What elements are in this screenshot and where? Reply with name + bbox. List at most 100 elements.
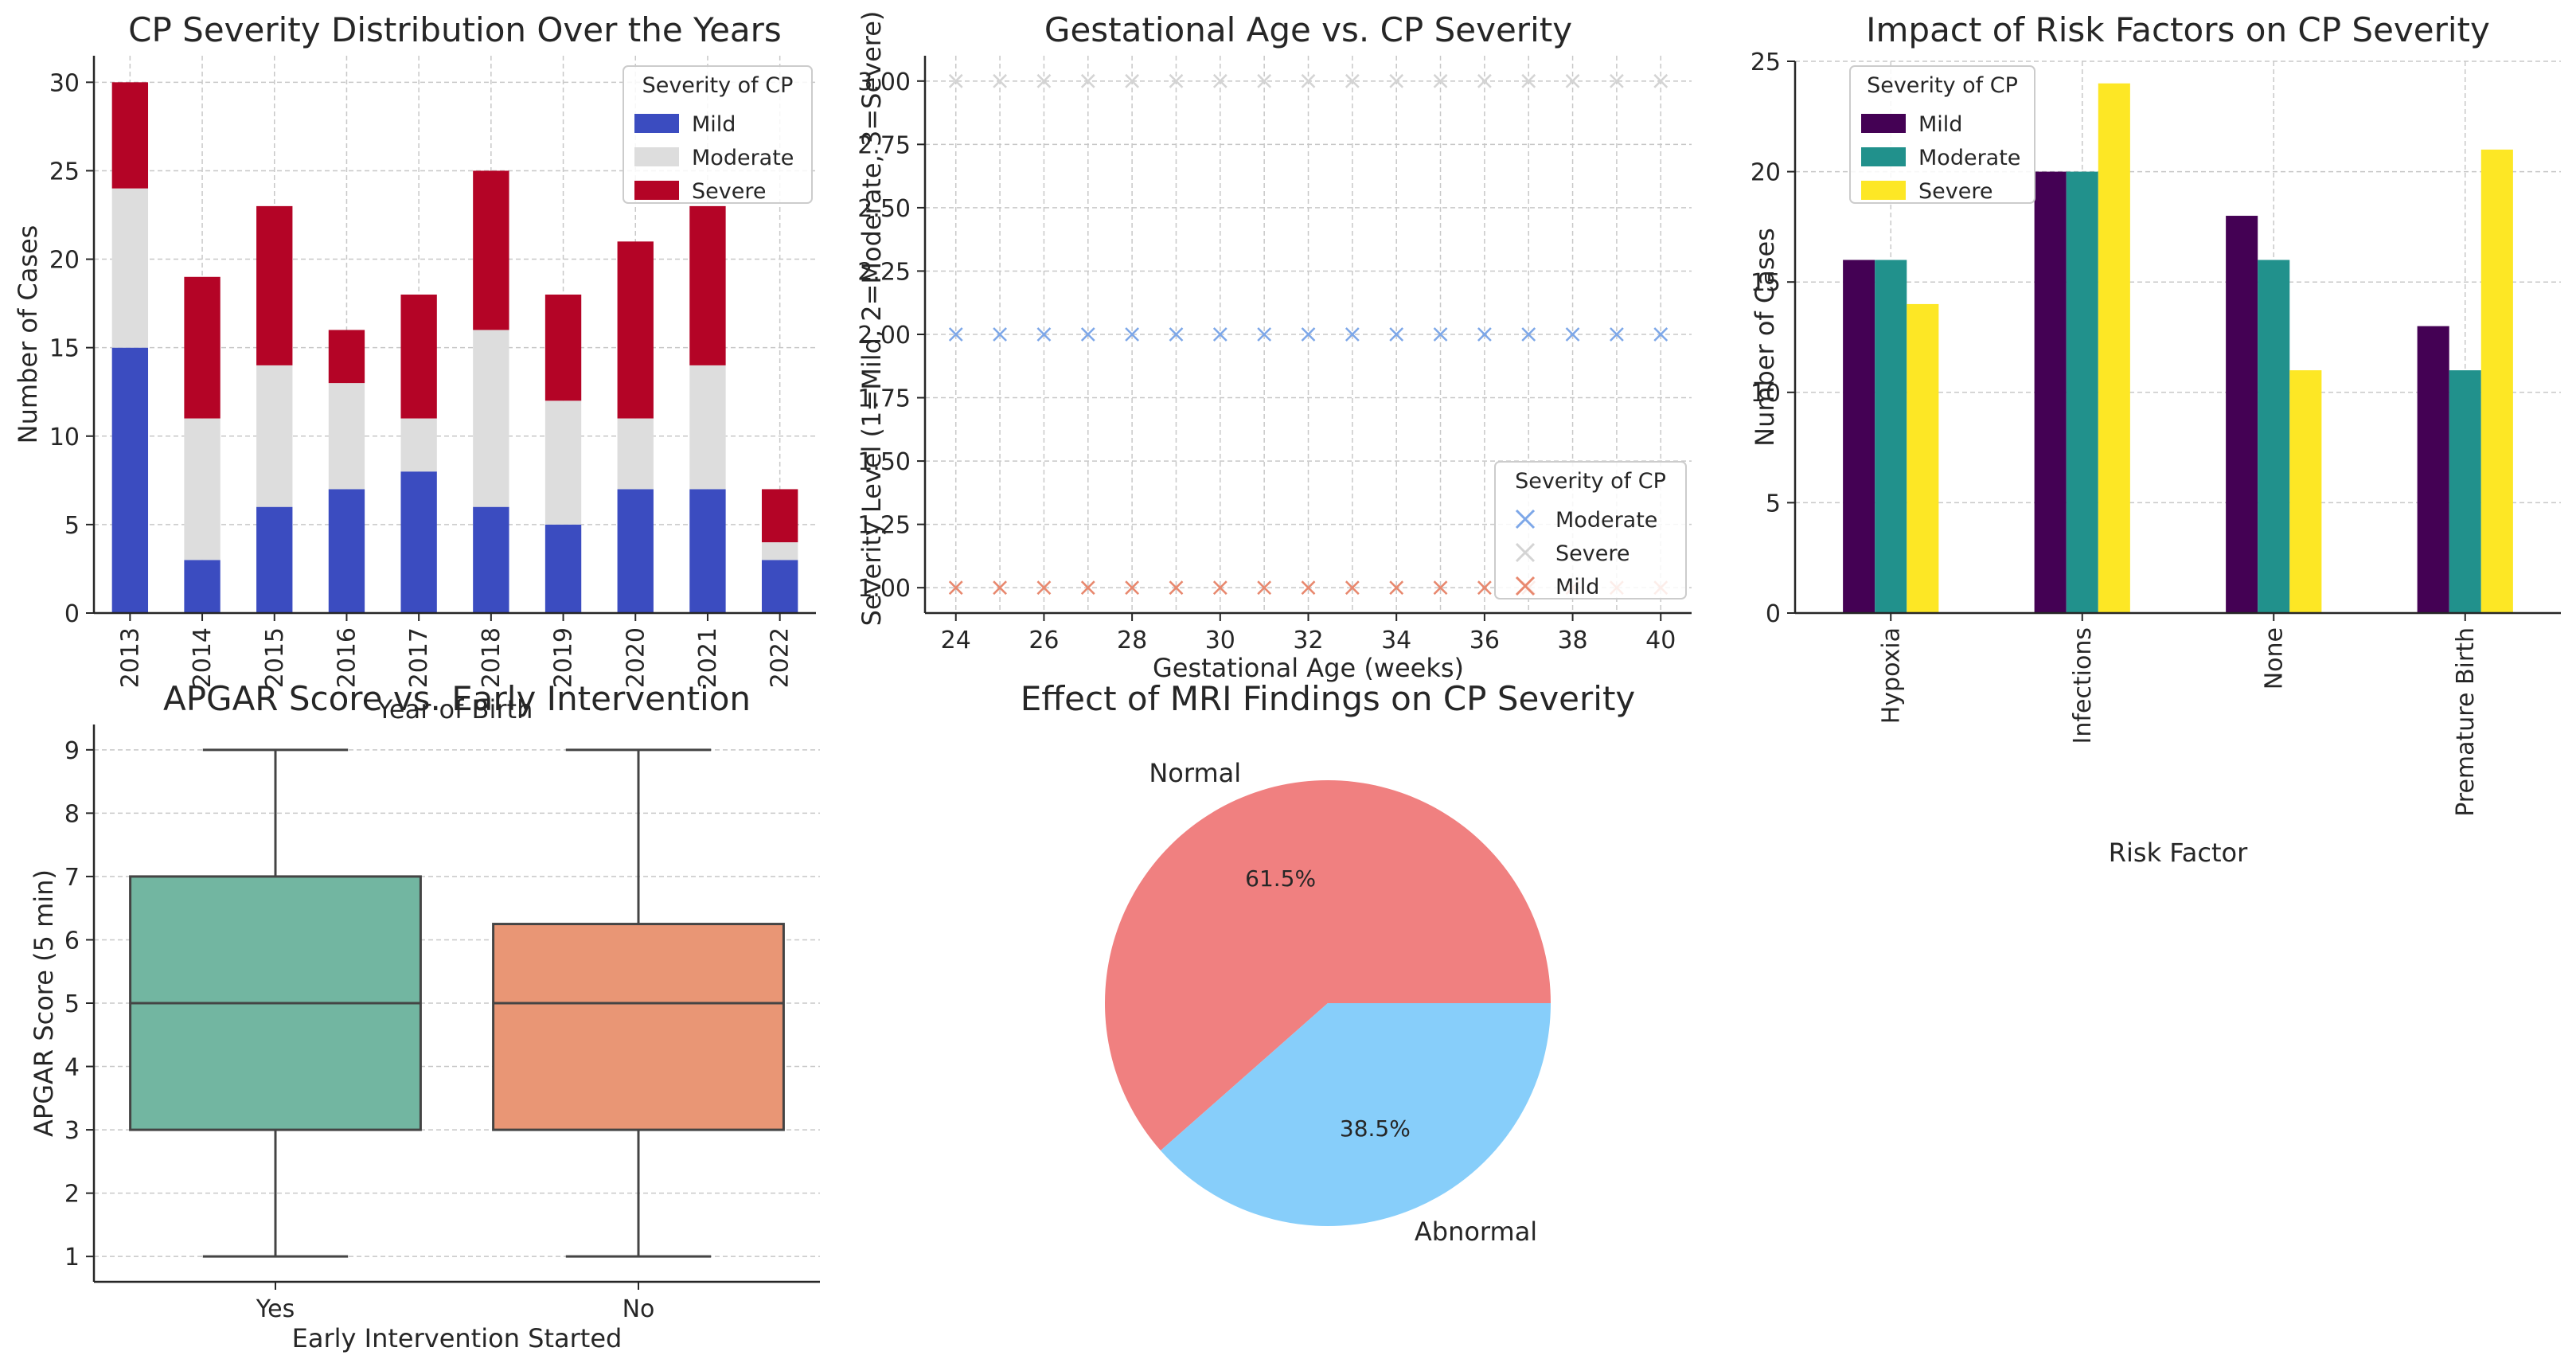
bar-mild-2020 <box>617 489 654 613</box>
bar-severe-2015 <box>256 205 293 365</box>
bar-moderate-2018 <box>473 330 509 507</box>
y-tick-label: 5 <box>64 512 80 540</box>
x-tick-label: 40 <box>1645 627 1676 654</box>
x-tick-label: 2022 <box>767 627 794 688</box>
point-mild <box>1125 580 1140 596</box>
point-mild <box>993 580 1007 596</box>
bar-moderate-premature-birth <box>2449 370 2481 613</box>
y-tick-label: 7 <box>64 864 80 892</box>
bar-mild-2019 <box>544 524 582 613</box>
point-mild <box>1036 580 1052 596</box>
bar-moderate-2017 <box>400 418 437 472</box>
point-mild <box>1301 580 1316 596</box>
y-tick-label: 5 <box>64 990 80 1018</box>
point-moderate <box>1389 327 1404 342</box>
bar-severe-2019 <box>544 295 582 401</box>
point-severe <box>1610 73 1624 88</box>
point-mild <box>1345 580 1360 596</box>
point-severe <box>1169 73 1184 88</box>
y-tick-label: 10 <box>1751 380 1781 408</box>
point-severe <box>1521 73 1536 88</box>
y-tick-label: 15 <box>49 335 80 363</box>
y-tick-label: 25 <box>49 158 80 186</box>
box-body <box>492 923 785 1131</box>
point-severe <box>1389 73 1404 88</box>
point-severe <box>993 73 1007 88</box>
point-moderate <box>1521 327 1536 342</box>
bar-severe-2022 <box>761 489 798 543</box>
bar-moderate-2013 <box>111 188 149 348</box>
y-tick-label: 10 <box>49 424 80 451</box>
bar-severe-2020 <box>617 241 654 419</box>
point-moderate <box>1653 327 1669 342</box>
x-tick-label: 30 <box>1205 627 1235 654</box>
legend-label: Severe <box>1918 179 1992 204</box>
legend-label: Moderate <box>1918 146 2020 170</box>
point-moderate <box>1080 327 1095 342</box>
y-tick-label: 2.50 <box>857 195 911 223</box>
x-tick-label: No <box>623 1295 655 1323</box>
y-tick-label: 20 <box>1751 159 1781 187</box>
pie-slice-normal <box>1105 780 1551 1151</box>
bar-severe-2017 <box>400 295 437 419</box>
x-tick-label: 2014 <box>189 627 217 688</box>
bar-mild-infections <box>2034 171 2067 614</box>
point-severe <box>1257 73 1272 88</box>
legend-scatter-frame <box>1494 461 1687 600</box>
point-severe <box>1433 73 1448 88</box>
bar-mild-2013 <box>111 347 149 613</box>
point-moderate <box>948 327 963 342</box>
bar-moderate-none <box>2258 260 2290 613</box>
legend-marker <box>1515 576 1536 596</box>
bar-mild-hypoxia <box>1843 260 1875 613</box>
bar-mild-premature-birth <box>2417 326 2449 613</box>
bar-severe-2018 <box>473 170 509 330</box>
bar-moderate-2021 <box>689 365 726 490</box>
point-mild <box>1257 580 1272 596</box>
bar-mild-2017 <box>400 471 437 613</box>
x-tick-label: Premature Birth <box>2452 627 2480 817</box>
bar-moderate-2016 <box>328 383 365 490</box>
bar-moderate-hypoxia <box>1875 260 1907 613</box>
point-severe <box>1080 73 1095 88</box>
y-axis-label: Number of Cases <box>13 225 43 444</box>
y-tick-label: 1.25 <box>857 512 911 540</box>
point-severe <box>948 73 963 88</box>
y-tick-label: 5 <box>1766 490 1781 518</box>
point-moderate <box>1565 327 1580 342</box>
point-moderate <box>1257 327 1272 342</box>
y-tick-label: 1.75 <box>857 385 911 413</box>
y-tick-label: 0 <box>64 600 80 628</box>
x-tick-label: 32 <box>1293 627 1323 654</box>
y-tick-label: 20 <box>49 247 80 275</box>
bar-mild-2014 <box>184 560 221 613</box>
x-axis-label: Gestational Age (weeks) <box>1153 653 1464 683</box>
bar-moderate-2022 <box>761 542 798 560</box>
legend-swatch <box>634 114 679 133</box>
point-severe <box>1125 73 1140 88</box>
y-axis-label: APGAR Score (5 min) <box>29 869 59 1137</box>
bar-mild-none <box>2226 216 2258 613</box>
chart-title: Impact of Risk Factors on CP Severity <box>1866 10 2490 49</box>
x-tick-label: 2017 <box>405 627 433 688</box>
chart-title: CP Severity Distribution Over the Years <box>128 10 782 49</box>
bar-mild-2016 <box>328 489 365 613</box>
bar-severe-2021 <box>689 205 726 365</box>
x-axis-label: Early Intervention Started <box>292 1323 623 1353</box>
x-tick-label: 28 <box>1117 627 1147 654</box>
point-moderate <box>1036 327 1052 342</box>
y-tick-label: 2 <box>64 1181 80 1209</box>
x-tick-label: Hypoxia <box>1877 627 1905 724</box>
x-tick-label: 2013 <box>116 627 144 688</box>
point-moderate <box>1301 327 1316 342</box>
point-moderate <box>1125 327 1140 342</box>
y-tick-label: 25 <box>1751 49 1781 76</box>
legend-label: Mild <box>692 112 736 137</box>
bar-severe-2016 <box>328 330 365 384</box>
y-tick-label: 8 <box>64 800 80 828</box>
y-tick-label: 2.75 <box>857 131 911 159</box>
x-tick-label: 38 <box>1557 627 1587 654</box>
chart-title: APGAR Score vs. Early Intervention <box>163 679 751 718</box>
point-moderate <box>1610 327 1624 342</box>
pie-slice-abnormal <box>1160 1003 1551 1227</box>
